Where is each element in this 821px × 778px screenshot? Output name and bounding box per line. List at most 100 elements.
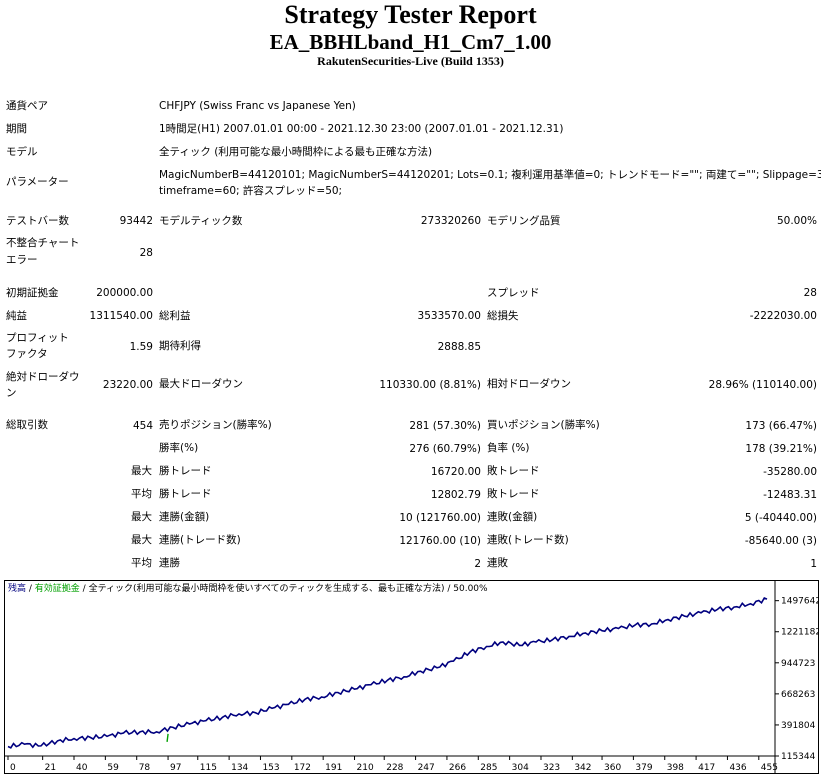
gross-profit-value: 3533570.00 xyxy=(417,310,481,322)
chart-border xyxy=(4,580,819,774)
x-tick-label: 40 xyxy=(76,763,88,773)
margin-series-mark xyxy=(166,733,169,742)
max-consec-profit-value: 121760.00 (10) xyxy=(399,535,481,547)
avg-consec-losses-value: 1 xyxy=(810,558,817,570)
avg-consec-wins-label: 連勝 xyxy=(159,557,180,569)
x-tick-label: 228 xyxy=(386,763,403,773)
pf-value: 1.59 xyxy=(129,341,153,353)
x-tick-label: 78 xyxy=(139,763,151,773)
spread-label: スプレッド xyxy=(487,287,540,299)
quality-value: 50.00% xyxy=(776,215,817,227)
x-tick-label: 266 xyxy=(449,763,466,773)
short-value: 281 (57.30%) xyxy=(409,420,481,432)
abs-dd-value: 23220.00 xyxy=(102,379,153,391)
ticks-value: 273320260 xyxy=(420,215,481,227)
max-consec-wins-value: 10 (121760.00) xyxy=(399,512,481,524)
y-tick-label: 1221182 xyxy=(781,628,819,638)
symbol-label: 通貨ペア xyxy=(6,100,48,112)
server-name: RakutenSecurities-Live (Build 1353) xyxy=(317,54,504,68)
largest-win-value: 16720.00 xyxy=(430,466,481,478)
mismatch-value: 28 xyxy=(139,247,153,259)
x-tick-label: 436 xyxy=(729,763,746,773)
ea-name: EA_BBHLband_H1_Cm7_1.00 xyxy=(269,30,552,54)
net-value: 1311540.00 xyxy=(89,310,153,322)
abs-dd-label-2: ン xyxy=(6,387,17,399)
symbol-value: CHFJPY (Swiss Franc vs Japanese Yen) xyxy=(159,100,356,112)
max-consec-loss-value: -85640.00 (3) xyxy=(744,535,817,547)
chart-legend: 残高 / 有効証拠金 / 全ティック(利用可能な最小時間枠を使いすべてのティック… xyxy=(8,582,488,594)
avg-loss-label: 敗トレード xyxy=(487,488,540,500)
long-value: 173 (66.47%) xyxy=(745,420,817,432)
max-dd-value: 110330.00 (8.81%) xyxy=(379,379,481,391)
x-tick-label: 455 xyxy=(761,763,778,773)
period-label: 期間 xyxy=(6,123,27,135)
y-tick-label: 115344 xyxy=(781,752,816,762)
spread-value: 28 xyxy=(803,287,817,299)
y-tick-label: 668263 xyxy=(781,690,815,700)
gross-profit-label: 総利益 xyxy=(159,310,191,322)
pf-label-2: ファクタ xyxy=(6,348,48,360)
deposit-label: 初期証拠金 xyxy=(6,287,59,299)
avg-win-label: 勝トレード xyxy=(159,488,212,500)
model-value: 全ティック (利用可能な最小時間枠による最も正確な方法) xyxy=(159,146,433,158)
rel-dd-value: 28.96% (110140.00) xyxy=(708,379,817,391)
x-tick-label: 115 xyxy=(200,763,217,773)
x-tick-label: 172 xyxy=(294,763,311,773)
params-line1: MagicNumberB=44120101; MagicNumberS=4412… xyxy=(159,169,821,181)
y-axis-ticks: 115344 391804 668263 944723 1221182 1497642 xyxy=(775,597,821,762)
win-value: 276 (60.79%) xyxy=(409,443,481,455)
x-tick-label: 134 xyxy=(231,763,248,773)
short-label: 売りポジション(勝率%) xyxy=(159,419,272,431)
abs-dd-label-1: 絶対ドローダウ xyxy=(6,371,80,383)
equity-chart-svg: 残高 / 有効証拠金 / 全ティック(利用可能な最小時間枠を使いすべてのティック… xyxy=(4,580,821,774)
avg-win-value: 12802.79 xyxy=(430,489,481,501)
legend-rest: 全ティック(利用可能な最小時間枠を使いすべてのティックを生成する、最も正確な方法… xyxy=(89,582,488,594)
mismatch-label-1: 不整合チャート xyxy=(6,237,80,249)
y-tick-label: 944723 xyxy=(781,659,815,669)
balance-series-line xyxy=(7,596,768,749)
x-tick-label: 360 xyxy=(604,763,621,773)
gross-loss-label: 総損失 xyxy=(487,310,519,322)
x-tick-label: 191 xyxy=(325,763,342,773)
x-tick-label: 97 xyxy=(170,763,181,773)
deposit-value: 200000.00 xyxy=(96,287,153,299)
max-consec-prefix-2: 最大 xyxy=(131,534,152,546)
x-tick-label: 247 xyxy=(418,763,435,773)
x-axis-ticks: 0 21 40 59 78 97 115 134 153 172 191 210 228 247 266 28… xyxy=(7,756,778,773)
legend-balance: 残高 xyxy=(8,582,26,594)
max-consec-wins-label: 連勝(金額) xyxy=(159,511,210,523)
report-title: Strategy Tester Report xyxy=(284,0,537,29)
x-tick-label: 323 xyxy=(543,763,560,773)
legend-margin: 有効証拠金 xyxy=(35,582,80,594)
max-consec-prefix-1: 最大 xyxy=(131,511,152,523)
x-tick-label: 342 xyxy=(574,763,591,773)
quality-label: モデリング品質 xyxy=(487,215,561,227)
x-tick-label: 417 xyxy=(698,763,715,773)
period-value: 1時間足(H1) 2007.01.01 00:00 - 2021.12.30 2… xyxy=(159,123,564,135)
win-label: 勝率(%) xyxy=(159,442,199,454)
trades-label: 総取引数 xyxy=(6,419,48,431)
largest-loss-value: -35280.00 xyxy=(763,466,817,478)
model-label: モデル xyxy=(6,146,38,158)
max-consec-loss-label: 連敗(トレード数) xyxy=(487,534,569,546)
params-line2: timeframe=60; 許容スプレッド=50; xyxy=(159,185,343,197)
x-tick-label: 153 xyxy=(262,763,279,773)
x-tick-label: 304 xyxy=(512,763,529,773)
avg-loss-value: -12483.31 xyxy=(763,489,817,501)
largest-prefix: 最大 xyxy=(131,465,152,477)
loss-label: 負率 (%) xyxy=(487,442,530,454)
bars-label: テストバー数 xyxy=(6,215,69,227)
long-label: 買いポジション(勝率%) xyxy=(487,419,600,431)
legend-sep1: / xyxy=(26,584,35,594)
x-tick-label: 379 xyxy=(635,763,652,773)
max-consec-losses-label: 連敗(金額) xyxy=(487,511,538,523)
bars-value: 93442 xyxy=(119,215,153,227)
ticks-label: モデルティック数 xyxy=(159,215,243,227)
average-prefix: 平均 xyxy=(131,488,152,500)
expected-label: 期待利得 xyxy=(159,340,201,352)
largest-win-label: 勝トレード xyxy=(159,465,212,477)
avg-consec-prefix: 平均 xyxy=(131,557,152,569)
params-label: パラメーター xyxy=(6,176,69,188)
max-dd-label: 最大ドローダウン xyxy=(159,378,243,390)
rel-dd-label: 相対ドローダウン xyxy=(487,378,571,390)
